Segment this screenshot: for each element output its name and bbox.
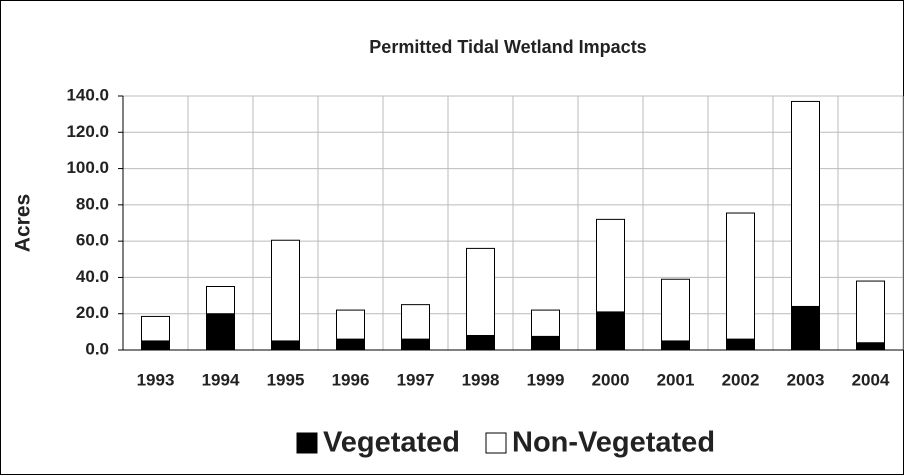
- x-tick-label: 2001: [657, 370, 695, 389]
- bar-segment: [336, 338, 365, 351]
- bar-segment: [531, 335, 560, 351]
- bar-segment: [466, 247, 495, 336]
- x-tick-label: 1997: [397, 370, 435, 389]
- bar-segment: [271, 340, 300, 351]
- x-tick-label: 2003: [787, 370, 825, 389]
- bar-segment: [791, 100, 820, 307]
- bar-segment: [336, 309, 365, 340]
- bar-segment: [401, 338, 430, 351]
- y-tick-label: 80.0: [76, 194, 109, 213]
- bar-segment: [661, 278, 690, 342]
- bar-segment: [141, 315, 170, 342]
- y-tick-label: 140.0: [66, 85, 109, 104]
- x-tick-label: 2004: [852, 370, 890, 389]
- x-tick-label: 1994: [202, 370, 240, 389]
- y-tick-label: 120.0: [66, 122, 109, 141]
- bar-segment: [466, 334, 495, 351]
- bar-segment: [401, 304, 430, 340]
- x-tick-label: 2000: [592, 370, 630, 389]
- chart-title: Permitted Tidal Wetland Impacts: [369, 37, 646, 57]
- x-tick-label: 1999: [527, 370, 565, 389]
- bar-segment: [596, 311, 625, 351]
- y-tick-label: 0.0: [85, 339, 109, 358]
- bar-segment: [856, 342, 885, 351]
- y-axis-label: Acres: [12, 194, 35, 252]
- legend-label: Non-Vegetated: [512, 427, 715, 459]
- bar-segment: [206, 313, 235, 351]
- legend-swatch: [485, 432, 507, 454]
- bar-segment: [661, 340, 690, 351]
- bar-segment: [856, 280, 885, 344]
- y-tick-label: 100.0: [66, 158, 109, 177]
- y-tick-label: 20.0: [76, 303, 109, 322]
- x-tick-label: 1996: [332, 370, 370, 389]
- y-tick-label: 60.0: [76, 231, 109, 250]
- bar-segment: [531, 309, 560, 337]
- x-tick-label: 1993: [137, 370, 175, 389]
- x-tick-label: 1998: [462, 370, 500, 389]
- x-tick-label: 2002: [722, 370, 760, 389]
- x-tick-label: 1995: [267, 370, 305, 389]
- bar-segment: [726, 338, 755, 351]
- y-tick-label: 40.0: [76, 267, 109, 286]
- bar-segment: [206, 286, 235, 315]
- bar-segment: [141, 340, 170, 351]
- bar-segment: [791, 305, 820, 351]
- bar-segment: [726, 212, 755, 340]
- bar-segment: [271, 239, 300, 342]
- legend-label: Vegetated: [323, 427, 460, 459]
- legend-swatch: [296, 432, 318, 454]
- bar-segment: [596, 218, 625, 313]
